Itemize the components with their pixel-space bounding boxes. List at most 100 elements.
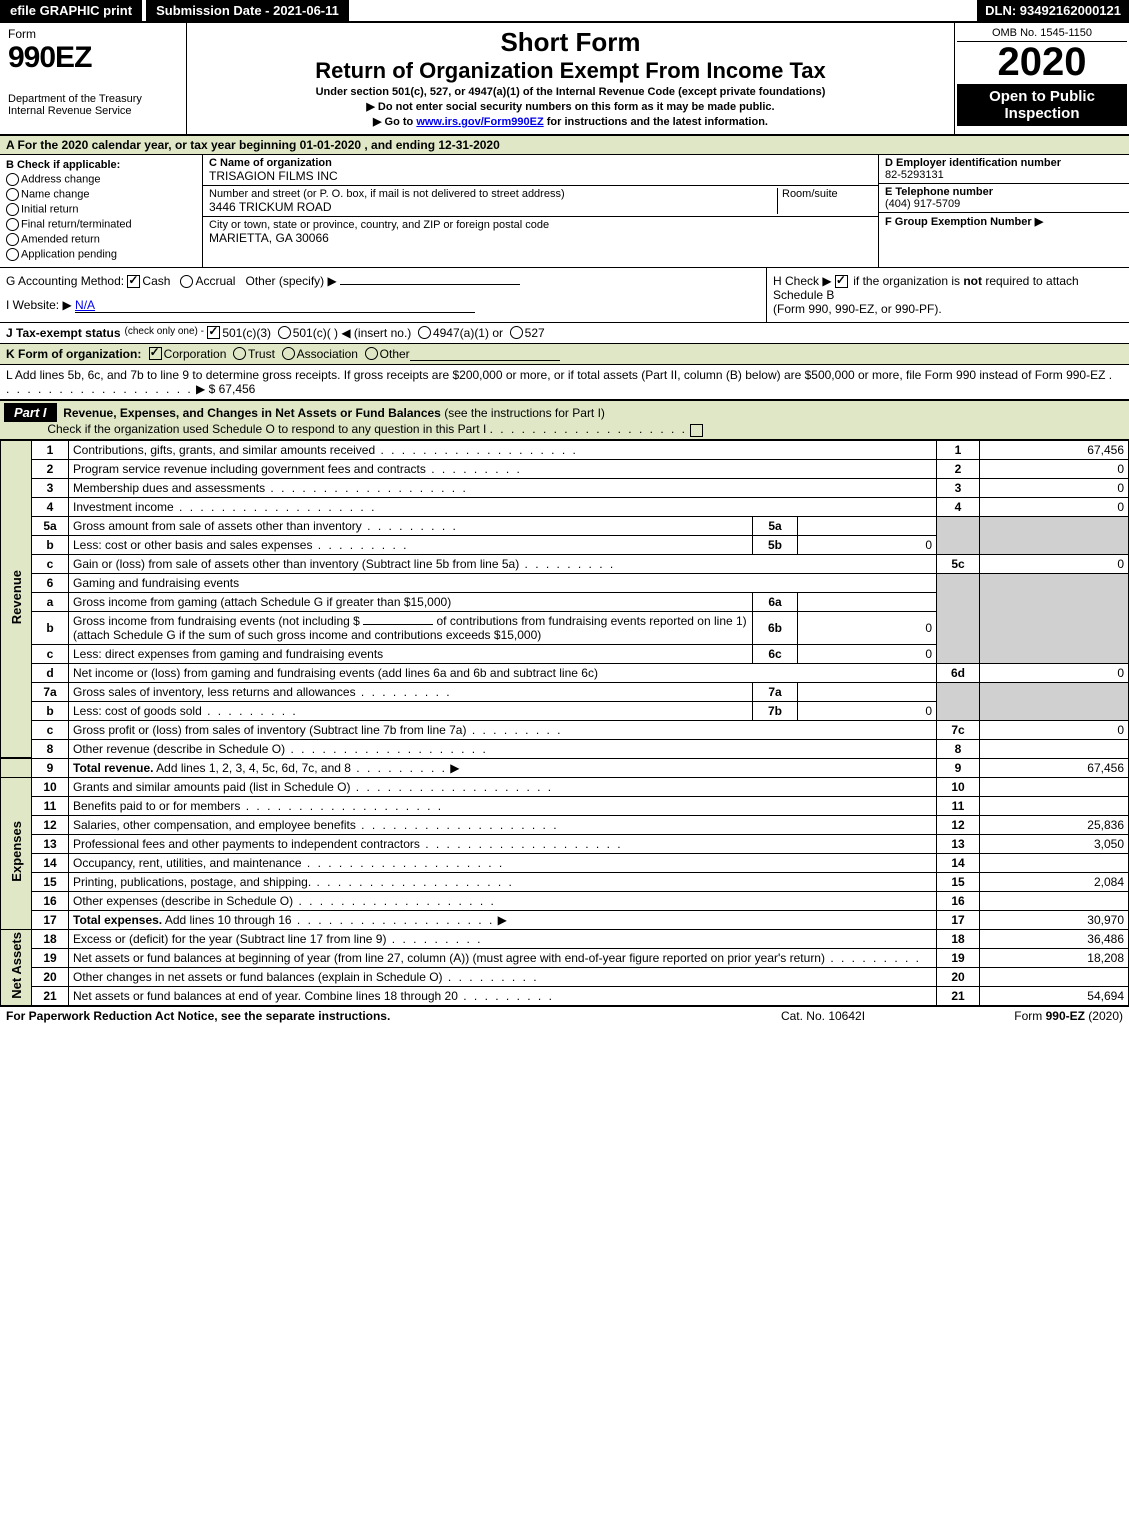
line-21-amount: 54,694 xyxy=(980,986,1129,1005)
line-7c-amount: 0 xyxy=(980,720,1129,739)
check-accrual[interactable] xyxy=(180,275,193,288)
org-name: TRISAGION FILMS INC xyxy=(209,169,872,183)
open-to-public: Open to Public Inspection xyxy=(957,84,1127,126)
check-final-return[interactable] xyxy=(6,218,19,231)
phone-label: E Telephone number xyxy=(885,186,1123,198)
line-5c-amount: 0 xyxy=(980,554,1129,573)
title-return: Return of Organization Exempt From Incom… xyxy=(193,58,948,84)
line-7a-sub xyxy=(798,682,937,701)
expenses-side-label: Expenses xyxy=(1,777,32,929)
ein-value: 82-5293131 xyxy=(885,169,1123,181)
line-9-amount: 67,456 xyxy=(980,758,1129,777)
line-18-amount: 36,486 xyxy=(980,929,1129,948)
line-10-amount xyxy=(980,777,1129,796)
check-corporation[interactable] xyxy=(149,347,162,360)
part-i-label: Part I xyxy=(4,403,57,422)
check-501c[interactable] xyxy=(278,326,291,339)
street-label: Number and street (or P. O. box, if mail… xyxy=(209,188,773,200)
top-bar: efile GRAPHIC print Submission Date - 20… xyxy=(0,0,1129,23)
section-d-e-f: D Employer identification number 82-5293… xyxy=(878,155,1129,267)
group-exemption-label: F Group Exemption Number ▶ xyxy=(885,215,1123,228)
phone-value: (404) 917-5709 xyxy=(885,198,1123,210)
form-ref: Form 990-EZ (2020) xyxy=(923,1009,1123,1023)
line-15-amount: 2,084 xyxy=(980,872,1129,891)
entity-section: B Check if applicable: Address change Na… xyxy=(0,155,1129,268)
section-g: G Accounting Method: Cash Accrual Other … xyxy=(0,268,766,322)
line-8-amount xyxy=(980,739,1129,758)
check-trust[interactable] xyxy=(233,347,246,360)
form-header: Form 990EZ Department of the Treasury In… xyxy=(0,23,1129,136)
subtitle-ssn-warning: ▶ Do not enter social security numbers o… xyxy=(193,100,948,113)
part-i-header: Part I Revenue, Expenses, and Changes in… xyxy=(0,400,1129,439)
check-application-pending[interactable] xyxy=(6,248,19,261)
line-11-amount xyxy=(980,796,1129,815)
paperwork-notice: For Paperwork Reduction Act Notice, see … xyxy=(6,1009,723,1023)
section-b: B Check if applicable: Address change Na… xyxy=(0,155,203,267)
form-word: Form xyxy=(8,27,178,41)
tax-year: 2020 xyxy=(957,42,1127,82)
website-label: I Website: ▶ xyxy=(6,298,72,312)
check-address-change[interactable] xyxy=(6,173,19,186)
subtitle-section: Under section 501(c), 527, or 4947(a)(1)… xyxy=(193,86,948,98)
check-4947[interactable] xyxy=(418,326,431,339)
check-schedule-o[interactable] xyxy=(690,424,703,437)
submission-date-label: Submission Date - 2021-06-11 xyxy=(146,0,349,21)
line-3-amount: 0 xyxy=(980,478,1129,497)
check-name-change[interactable] xyxy=(6,188,19,201)
dept-irs: Internal Revenue Service xyxy=(8,105,178,117)
org-name-label: C Name of organization xyxy=(209,157,872,169)
check-initial-return[interactable] xyxy=(6,203,19,216)
check-other-org[interactable] xyxy=(365,347,378,360)
street-value: 3446 TRICKUM ROAD xyxy=(209,200,773,214)
room-suite-label: Room/suite xyxy=(782,188,872,200)
line-19-amount: 18,208 xyxy=(980,948,1129,967)
line-5a-sub xyxy=(798,516,937,535)
tax-year-line: A For the 2020 calendar year, or tax yea… xyxy=(0,136,1129,155)
part-i-table: Revenue 1 Contributions, gifts, grants, … xyxy=(0,440,1129,1006)
dept-treasury: Department of the Treasury xyxy=(8,93,178,105)
line-6d-amount: 0 xyxy=(980,663,1129,682)
efile-print-button[interactable]: efile GRAPHIC print xyxy=(0,0,142,21)
line-7b-sub: 0 xyxy=(798,701,937,720)
form-number: 990EZ xyxy=(8,41,178,75)
check-schedule-b[interactable] xyxy=(835,275,848,288)
section-h: H Check ▶ if the organization is not req… xyxy=(766,268,1129,322)
city-value: MARIETTA, GA 30066 xyxy=(209,231,872,245)
page-footer: For Paperwork Reduction Act Notice, see … xyxy=(0,1006,1129,1025)
ein-label: D Employer identification number xyxy=(885,157,1123,169)
check-association[interactable] xyxy=(282,347,295,360)
line-6a-sub xyxy=(798,592,937,611)
cat-no: Cat. No. 10642I xyxy=(723,1009,923,1023)
dln-label: DLN: 93492162000121 xyxy=(977,0,1129,21)
line-20-amount xyxy=(980,967,1129,986)
line-12-amount: 25,836 xyxy=(980,815,1129,834)
section-b-label: B Check if applicable: xyxy=(6,159,196,171)
line-6c-sub: 0 xyxy=(798,644,937,663)
check-527[interactable] xyxy=(510,326,523,339)
revenue-side-label: Revenue xyxy=(1,440,32,758)
city-label: City or town, state or province, country… xyxy=(209,219,872,231)
subtitle-goto: ▶ Go to www.irs.gov/Form990EZ for instru… xyxy=(193,115,948,128)
check-amended-return[interactable] xyxy=(6,233,19,246)
line-1-amount: 67,456 xyxy=(980,440,1129,459)
check-cash[interactable] xyxy=(127,275,140,288)
line-2-amount: 0 xyxy=(980,459,1129,478)
other-specify-input[interactable] xyxy=(340,284,520,285)
irs-link[interactable]: www.irs.gov/Form990EZ xyxy=(416,116,543,128)
line-17-amount: 30,970 xyxy=(980,910,1129,929)
gh-row: G Accounting Method: Cash Accrual Other … xyxy=(0,268,1129,323)
title-short-form: Short Form xyxy=(193,27,948,58)
line-13-amount: 3,050 xyxy=(980,834,1129,853)
line-6b-sub: 0 xyxy=(798,611,937,644)
check-501c3[interactable] xyxy=(207,326,220,339)
section-c: C Name of organization TRISAGION FILMS I… xyxy=(203,155,878,267)
section-l: L Add lines 5b, 6c, and 7b to line 9 to … xyxy=(0,365,1129,400)
line-4-amount: 0 xyxy=(980,497,1129,516)
line-5b-sub: 0 xyxy=(798,535,937,554)
website-value[interactable]: N/A xyxy=(75,298,475,313)
gross-receipts: $ 67,456 xyxy=(209,382,256,396)
line-14-amount xyxy=(980,853,1129,872)
section-k: K Form of organization: Corporation Trus… xyxy=(0,344,1129,365)
line-16-amount xyxy=(980,891,1129,910)
netassets-side-label: Net Assets xyxy=(1,929,32,1005)
